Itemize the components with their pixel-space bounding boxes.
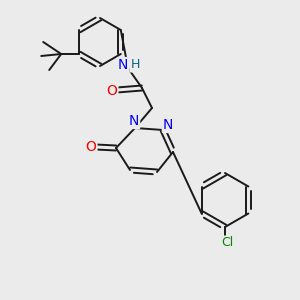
Text: N: N [163, 118, 173, 132]
Text: N: N [118, 58, 128, 72]
Text: Cl: Cl [221, 236, 233, 250]
Text: O: O [85, 140, 96, 154]
Text: H: H [130, 58, 140, 71]
Text: N: N [129, 114, 139, 128]
Text: O: O [106, 84, 117, 98]
